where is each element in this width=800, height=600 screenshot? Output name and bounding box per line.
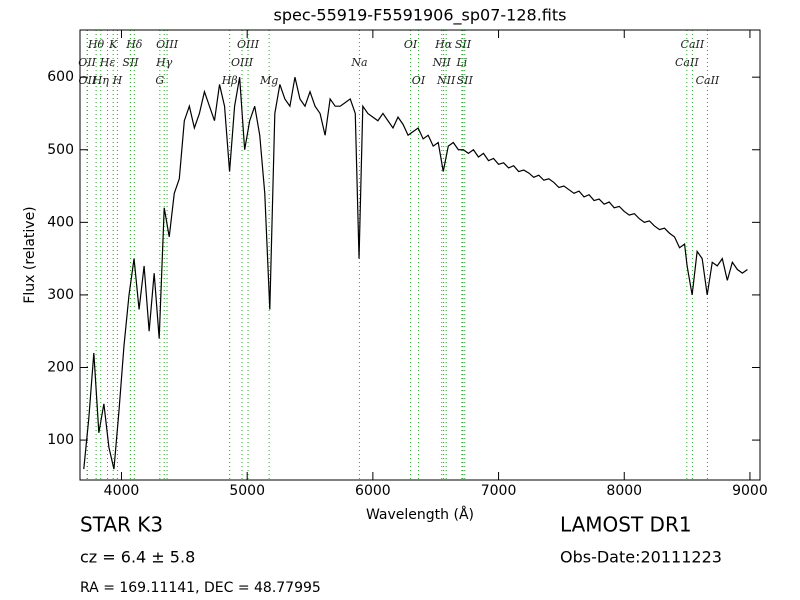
spectral-line-label: Hθ [87,38,105,51]
spectral-line-label: CaII [675,56,699,69]
x-tick-label: 5000 [229,483,265,499]
spectral-line-label: SII [455,38,472,51]
spectral-line-label: OI [412,74,426,87]
spectral-line-label: Mg [259,74,278,87]
spectral-line-label: SII [457,74,474,87]
y-tick-label: 400 [47,214,74,230]
y-tick-label: 600 [47,69,74,85]
spectral-line-label: Hγ [155,56,173,69]
spectral-line-label: K [108,38,118,51]
spectral-line-label: SII [122,56,139,69]
coordinates: RA = 169.11141, DEC = 48.77995 [80,580,321,596]
x-tick-label: 8000 [606,483,642,499]
cz: cz = 6.4 ± 5.8 [80,548,195,567]
x-tick-label: 6000 [355,483,391,499]
x-tick-label: 7000 [481,483,517,499]
star-class: STAR K3 [80,513,163,537]
x-axis-label: Wavelength (Å) [366,506,474,523]
spectral-line-label: Li [455,56,467,69]
spectral-line-label: Hα [434,38,453,51]
spectral-line-label: CaII [681,38,705,51]
plot-frame [79,29,761,481]
spectral-line-label: OIII [237,38,260,51]
y-tick-label: 200 [47,360,74,376]
spectral-line-label: Hε [99,56,116,69]
spectral-line-label: NII [432,56,452,69]
spectral-line-label: OI [404,38,418,51]
obs-date: Obs-Date:20111223 [560,548,722,567]
x-tick-label: 4000 [104,483,140,499]
y-tick-label: 100 [47,432,74,448]
spectral-line-label: Hη [92,74,110,87]
x-tick-label: 9000 [732,483,768,499]
chart-title: spec-55919-F5591906_sp07-128.fits [274,6,567,26]
spectral-line-label: OIII [156,38,179,51]
spectral-line-label: Hδ [125,38,143,51]
spectral-line-label: H [112,74,123,87]
y-tick-label: 300 [47,287,74,303]
spectral-line-label: Hβ [221,74,238,87]
spectrum-line [83,77,748,470]
y-axis-label: Flux (relative) [22,206,38,303]
survey: LAMOST DR1 [560,513,692,537]
y-tick-label: 500 [47,142,74,158]
spectral-line-label: G [155,74,164,87]
spectral-line-label: NII [436,74,456,87]
spectral-line-label: CaII [696,74,720,87]
spectral-line-label: Na [350,56,367,69]
spectral-line-label: OIII [231,56,254,69]
